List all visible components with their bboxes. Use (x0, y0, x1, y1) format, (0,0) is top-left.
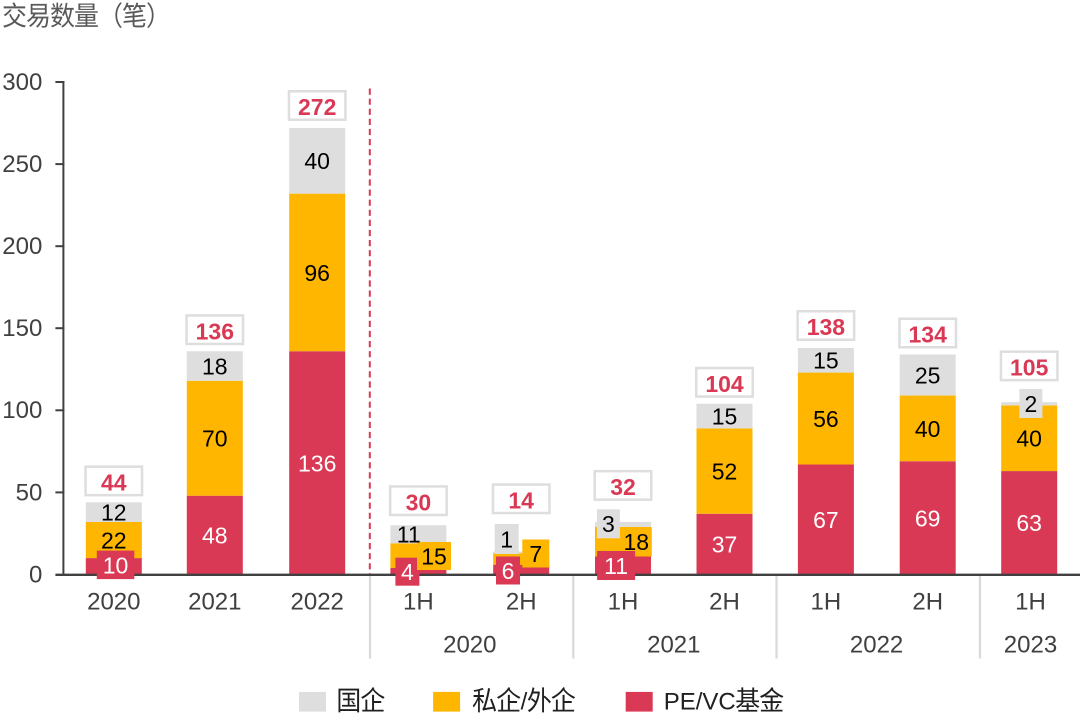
svg-text:2020: 2020 (443, 632, 496, 659)
svg-text:200: 200 (2, 233, 42, 260)
svg-text:1H: 1H (811, 588, 842, 615)
svg-text:37: 37 (712, 532, 738, 558)
svg-text:15: 15 (813, 348, 839, 374)
svg-text:136: 136 (196, 318, 234, 344)
svg-text:6: 6 (502, 558, 515, 584)
svg-text:25: 25 (915, 363, 941, 389)
svg-text:150: 150 (2, 315, 42, 342)
svg-text:138: 138 (807, 314, 846, 340)
svg-text:2H: 2H (709, 588, 740, 615)
svg-text:104: 104 (705, 371, 744, 397)
svg-text:50: 50 (16, 479, 43, 506)
svg-text:2: 2 (1025, 391, 1038, 417)
svg-text:15: 15 (421, 543, 447, 569)
svg-text:0: 0 (29, 561, 42, 588)
svg-text:40: 40 (304, 148, 330, 174)
svg-text:63: 63 (1016, 510, 1042, 536)
svg-text:18: 18 (202, 353, 228, 379)
svg-text:2021: 2021 (188, 588, 241, 615)
svg-text:2022: 2022 (291, 588, 344, 615)
svg-text:70: 70 (202, 426, 228, 452)
svg-text:12: 12 (101, 500, 127, 526)
svg-text:2H: 2H (912, 588, 943, 615)
svg-text:44: 44 (101, 470, 127, 496)
svg-text:11: 11 (604, 553, 628, 579)
svg-text:2022: 2022 (850, 632, 903, 659)
svg-text:1: 1 (500, 526, 513, 552)
svg-text:69: 69 (915, 505, 941, 531)
svg-text:2023: 2023 (1004, 632, 1057, 659)
svg-text:1H: 1H (403, 588, 434, 615)
svg-text:52: 52 (712, 459, 738, 485)
svg-text:14: 14 (508, 488, 534, 514)
svg-text:250: 250 (2, 151, 42, 178)
svg-text:96: 96 (304, 260, 330, 286)
svg-text:40: 40 (915, 416, 941, 442)
svg-text:40: 40 (1016, 426, 1042, 452)
svg-text:105: 105 (1010, 355, 1049, 381)
svg-text:32: 32 (610, 474, 636, 500)
svg-text:56: 56 (813, 406, 839, 432)
svg-text:PE/VC: PE/VC (664, 689, 736, 716)
svg-text:300: 300 (2, 69, 42, 96)
svg-text:1H: 1H (608, 588, 639, 615)
svg-text:18: 18 (624, 529, 650, 555)
svg-text:3: 3 (602, 511, 615, 537)
svg-text:272: 272 (298, 94, 336, 120)
svg-text:2020: 2020 (87, 588, 140, 615)
svg-text:4: 4 (401, 559, 414, 585)
svg-text:136: 136 (298, 450, 336, 476)
svg-text:/: / (521, 689, 528, 716)
svg-text:134: 134 (909, 322, 948, 348)
svg-text:30: 30 (406, 489, 432, 515)
svg-text:22: 22 (101, 528, 127, 554)
svg-text:2021: 2021 (647, 632, 700, 659)
svg-text:11: 11 (397, 522, 421, 548)
svg-text:1H: 1H (1015, 588, 1046, 615)
svg-text:15: 15 (712, 404, 738, 430)
svg-text:67: 67 (813, 507, 839, 533)
svg-text:2H: 2H (506, 588, 537, 615)
svg-text:48: 48 (202, 523, 228, 549)
svg-text:7: 7 (529, 541, 542, 567)
svg-text:10: 10 (103, 552, 129, 578)
svg-text:100: 100 (2, 397, 42, 424)
